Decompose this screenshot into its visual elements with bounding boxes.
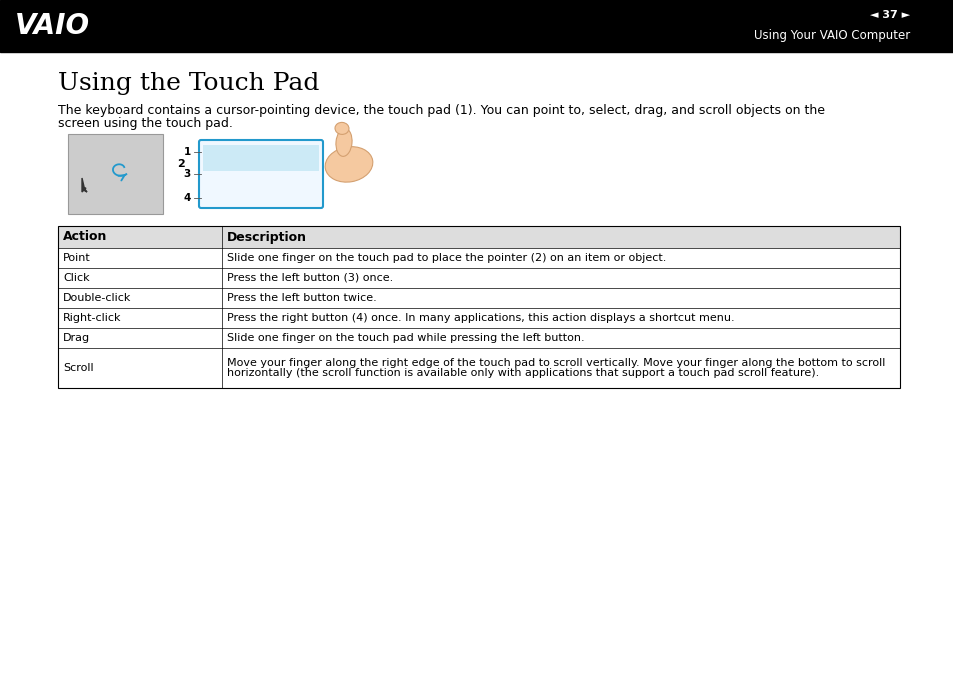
Polygon shape <box>82 178 87 192</box>
Text: Point: Point <box>63 253 91 263</box>
Text: 2: 2 <box>177 159 185 169</box>
Text: Description: Description <box>227 231 307 243</box>
Bar <box>58 288 899 308</box>
Ellipse shape <box>335 129 352 156</box>
Text: VAIO: VAIO <box>15 12 90 40</box>
Text: Press the left button (3) once.: Press the left button (3) once. <box>227 273 393 283</box>
Text: Slide one finger on the touch pad to place the pointer (2) on an item or object.: Slide one finger on the touch pad to pla… <box>227 253 666 263</box>
Bar <box>58 308 899 328</box>
Bar <box>58 268 899 288</box>
Text: 3: 3 <box>183 169 191 179</box>
Text: Press the left button twice.: Press the left button twice. <box>227 293 376 303</box>
Bar <box>58 348 899 388</box>
Text: Right-click: Right-click <box>63 313 121 323</box>
Text: Using the Touch Pad: Using the Touch Pad <box>58 72 319 95</box>
FancyBboxPatch shape <box>199 140 323 208</box>
Text: Click: Click <box>63 273 90 283</box>
Text: horizontally (the scroll function is available only with applications that suppo: horizontally (the scroll function is ava… <box>227 369 819 379</box>
Bar <box>58 226 899 388</box>
Text: Using Your VAIO Computer: Using Your VAIO Computer <box>753 28 909 42</box>
Text: 4: 4 <box>183 193 191 203</box>
Text: Drag: Drag <box>63 333 90 343</box>
Bar <box>68 134 163 214</box>
Text: Scroll: Scroll <box>63 363 93 373</box>
Bar <box>58 248 899 268</box>
Text: Double-click: Double-click <box>63 293 132 303</box>
Bar <box>0 0 953 52</box>
Text: Slide one finger on the touch pad while pressing the left button.: Slide one finger on the touch pad while … <box>227 333 584 343</box>
Text: Press the right button (4) once. In many applications, this action displays a sh: Press the right button (4) once. In many… <box>227 313 734 323</box>
Text: ◄ 37 ►: ◄ 37 ► <box>869 10 909 20</box>
Bar <box>203 145 318 171</box>
Bar <box>58 328 899 348</box>
Bar <box>58 226 899 248</box>
Text: Move your finger along the right edge of the touch pad to scroll vertically. Mov: Move your finger along the right edge of… <box>227 357 884 367</box>
Ellipse shape <box>325 147 373 182</box>
Ellipse shape <box>335 123 349 134</box>
Text: screen using the touch pad.: screen using the touch pad. <box>58 117 233 130</box>
Text: The keyboard contains a cursor-pointing device, the touch pad (1). You can point: The keyboard contains a cursor-pointing … <box>58 104 824 117</box>
Text: Action: Action <box>63 231 108 243</box>
Text: 1: 1 <box>183 147 191 157</box>
